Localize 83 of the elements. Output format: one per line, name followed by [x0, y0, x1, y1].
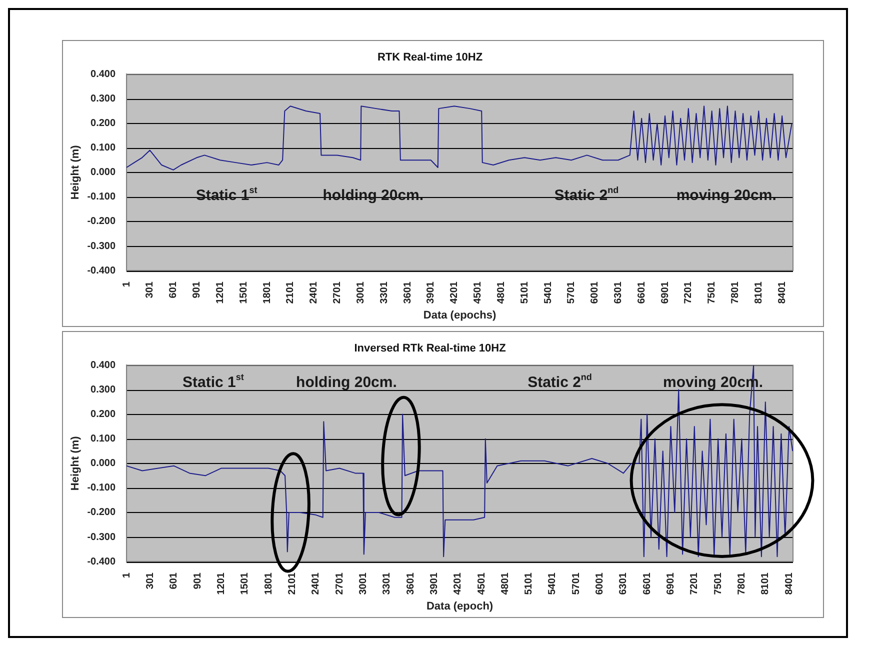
y-tick-label: -0.300: [87, 532, 116, 543]
x-tick-label: 301: [144, 572, 156, 590]
x-tick-label: 2101: [286, 572, 298, 595]
y-tick-label: -0.400: [87, 265, 116, 276]
y-tick-label: -0.400: [87, 556, 116, 568]
x-tick-label: 3601: [405, 572, 416, 595]
x-tick-label: 8401: [784, 572, 795, 595]
y-axis-title: Height (m): [70, 144, 82, 200]
y-tick-label: 0.200: [90, 409, 116, 420]
x-tick-label: 4501: [476, 572, 488, 595]
x-tick-label: 6001: [590, 281, 601, 304]
y-tick-label: 0.300: [90, 93, 116, 104]
x-tick-label: 2101: [285, 281, 296, 304]
x-tick-label: 1801: [262, 281, 273, 304]
x-tick-label: 8101: [760, 572, 772, 595]
x-tick-label: 3601: [402, 281, 414, 304]
y-tick-label: 0.100: [90, 434, 116, 445]
x-tick-label: 7501: [706, 281, 718, 304]
x-axis-title: Data (epochs): [423, 309, 496, 322]
x-tick-label: 6001: [594, 572, 606, 595]
x-tick-label: 4201: [449, 281, 460, 304]
x-tick-label: 601: [168, 281, 180, 298]
x-tick-label: 601: [168, 572, 180, 590]
x-tick-label: 5701: [570, 572, 582, 595]
x-tick-label: 6301: [613, 281, 624, 304]
x-tick-label: 5101: [519, 281, 530, 304]
x-tick-label: 1201: [216, 572, 227, 595]
x-tick-label: 7801: [736, 572, 748, 595]
x-tick-label: 5401: [547, 572, 558, 595]
x-tick-label: 4201: [452, 572, 464, 595]
x-tick-label: 2701: [332, 281, 344, 304]
x-tick-label: 901: [192, 572, 204, 590]
y-axis-title: Height (m): [70, 436, 82, 491]
y-tick-label: -0.300: [87, 240, 116, 252]
x-tick-label: 7501: [712, 572, 724, 595]
chart-title: RTK Real-time 10HZ: [377, 52, 483, 64]
x-tick-label: 5701: [566, 281, 578, 304]
x-tick-label: 5101: [524, 572, 535, 595]
x-tick-label: 6901: [666, 572, 677, 595]
x-tick-label: 8101: [753, 281, 764, 304]
x-tick-label: 6901: [660, 281, 671, 304]
x-tick-label: 3301: [382, 572, 393, 595]
y-tick-label: -0.200: [87, 216, 116, 228]
x-tick-label: 6301: [618, 572, 630, 595]
x-tick-label: 4801: [500, 572, 511, 595]
y-tick-label: -0.100: [87, 482, 116, 494]
x-axis-title: Data (epoch): [426, 600, 494, 612]
x-tick-label: 7801: [730, 281, 742, 304]
chart-title: Inversed RTk Real-time 10HZ: [354, 342, 506, 355]
y-tick-label: 0.000: [90, 167, 116, 178]
x-tick-label: 4801: [496, 281, 507, 304]
y-tick-label: 0.100: [90, 142, 116, 154]
y-tick-label: 0.400: [90, 68, 116, 80]
y-tick-label: 0.400: [90, 360, 116, 371]
x-tick-label: 1: [121, 572, 132, 578]
annotation: holding 20cm.: [296, 374, 397, 392]
x-tick-label: 2701: [334, 572, 346, 595]
y-tick-label: 0.300: [90, 384, 116, 396]
x-tick-label: 1: [121, 281, 132, 288]
x-tick-label: 901: [192, 281, 203, 298]
x-tick-label: 4501: [472, 281, 484, 304]
x-tick-label: 3001: [355, 281, 366, 304]
x-tick-label: 301: [144, 281, 156, 298]
x-tick-label: 7201: [689, 572, 700, 595]
y-tick-label: 0.200: [90, 118, 116, 130]
x-tick-label: 8401: [776, 281, 788, 304]
x-tick-label: 3901: [426, 281, 437, 304]
x-tick-label: 3301: [378, 281, 390, 304]
x-tick-label: 3901: [428, 572, 440, 595]
x-tick-label: 6601: [636, 281, 648, 304]
x-tick-label: 1201: [214, 281, 226, 304]
y-tick-label: -0.100: [87, 192, 116, 203]
x-tick-label: 1801: [263, 572, 274, 595]
x-tick-label: 2401: [308, 281, 320, 304]
x-tick-label: 5401: [542, 281, 554, 304]
x-tick-label: 1501: [238, 281, 250, 304]
x-tick-label: 7201: [683, 281, 694, 304]
y-tick-label: 0.000: [90, 458, 116, 470]
x-tick-label: 1501: [240, 572, 251, 595]
x-tick-label: 2401: [310, 572, 322, 595]
y-tick-label: -0.200: [87, 507, 116, 518]
x-tick-label: 3001: [358, 572, 369, 595]
x-tick-label: 6601: [642, 572, 653, 595]
